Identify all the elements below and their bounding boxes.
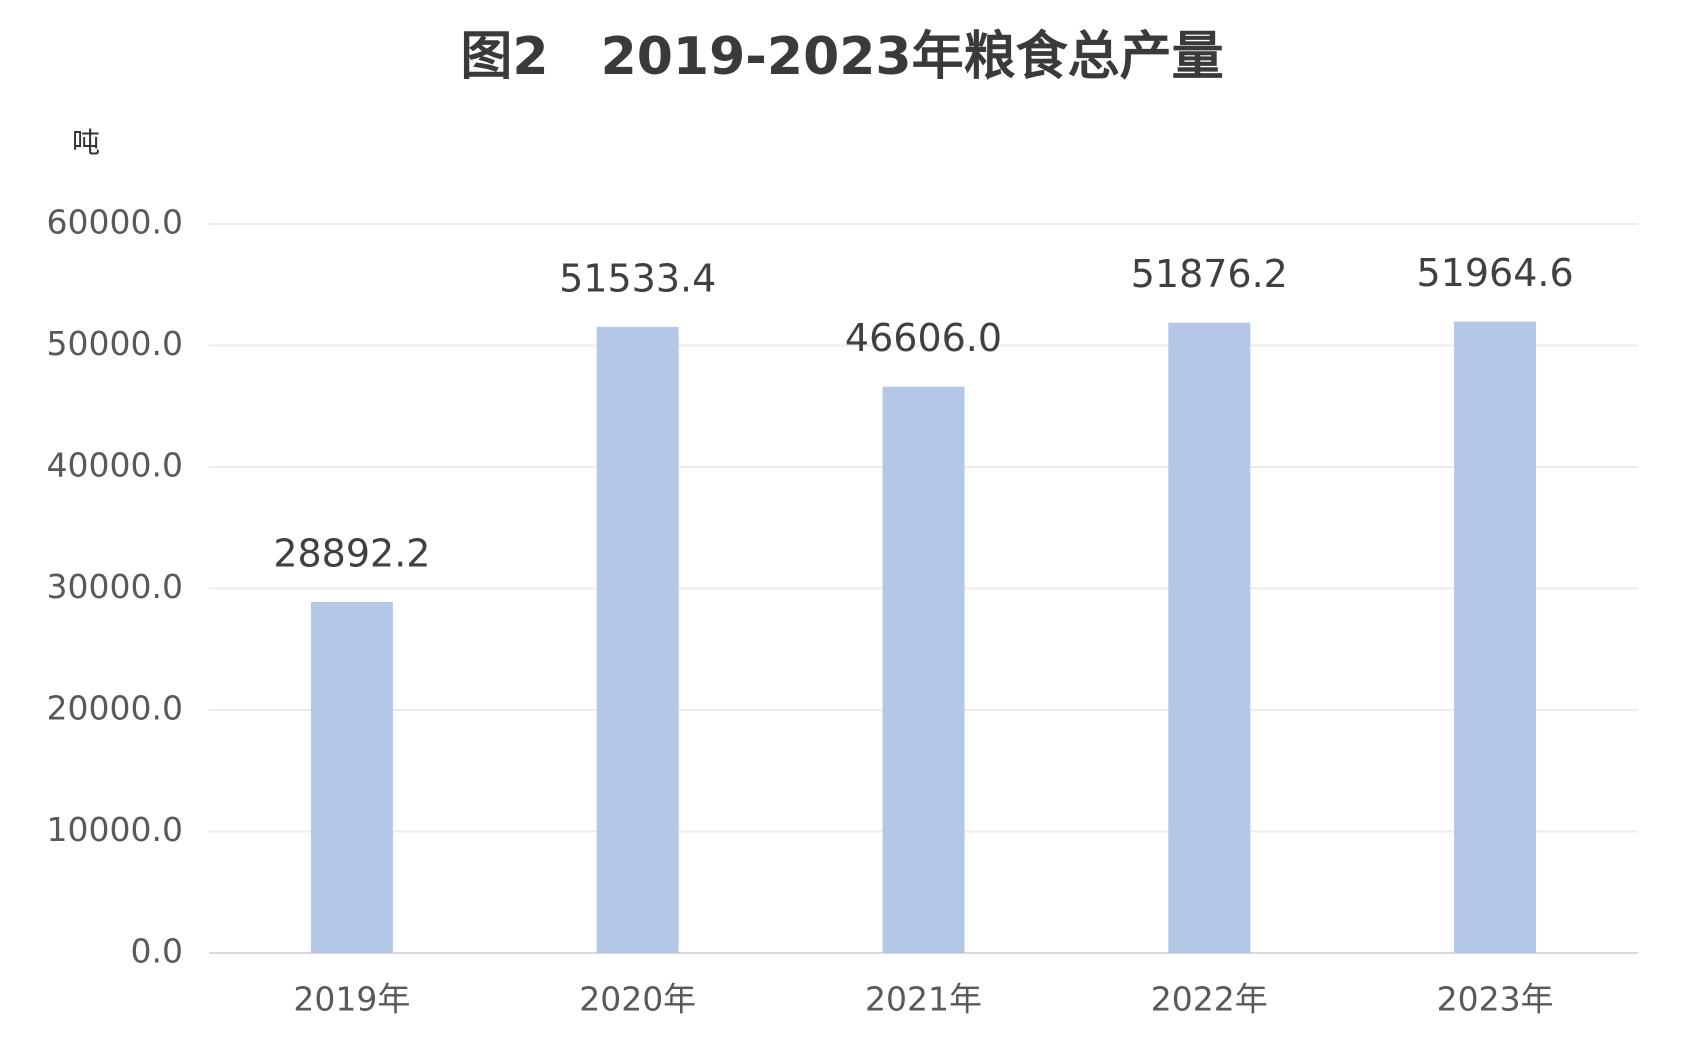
y-tick-label: 10000.0	[47, 810, 183, 849]
bar	[596, 326, 679, 953]
x-tick-label: 2019年	[293, 980, 410, 1019]
y-tick-label: 60000.0	[47, 203, 183, 242]
x-tick-label: 2021年	[865, 980, 982, 1019]
value-label: 51533.4	[559, 256, 716, 300]
value-label: 46606.0	[845, 316, 1002, 360]
bar	[882, 386, 965, 954]
bar	[310, 601, 393, 953]
x-tick-label: 2022年	[1151, 980, 1268, 1019]
bar	[1168, 322, 1251, 953]
y-tick-label: 20000.0	[47, 689, 183, 728]
x-tick-label: 2023年	[1437, 980, 1554, 1019]
y-tick-label: 40000.0	[47, 446, 183, 485]
y-tick-label: 0.0	[131, 932, 183, 971]
y-tick-label: 30000.0	[47, 567, 183, 606]
y-axis-label: 吨	[72, 126, 100, 159]
x-tick-label: 2020年	[579, 980, 696, 1019]
chart-title: 图2 2019-2023年粮食总产量	[460, 27, 1223, 87]
value-label: 28892.2	[273, 531, 430, 575]
value-label: 51876.2	[1131, 252, 1288, 296]
bar	[1454, 321, 1537, 953]
value-label: 51964.6	[1417, 251, 1574, 295]
y-tick-label: 50000.0	[47, 324, 183, 363]
